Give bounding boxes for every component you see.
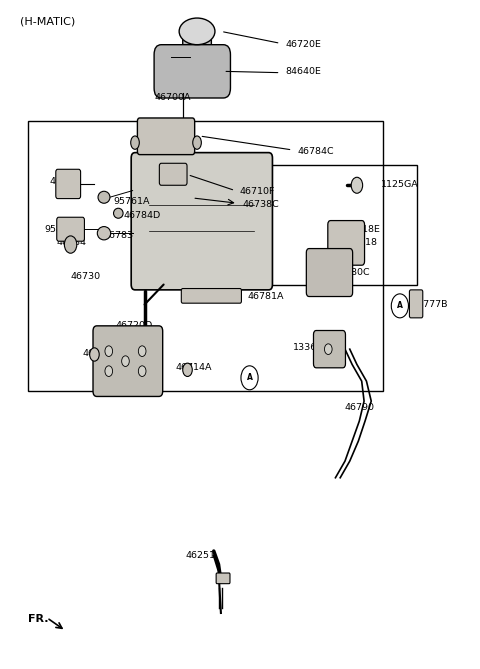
Text: 46714A: 46714A [176,363,212,373]
Text: 46783: 46783 [104,231,134,240]
Circle shape [121,356,129,367]
Circle shape [391,294,408,318]
Text: 46735: 46735 [49,177,79,186]
Text: 95840: 95840 [44,225,74,233]
Text: (H-MATIC): (H-MATIC) [21,17,76,27]
Text: 46720D: 46720D [116,321,153,330]
Text: 43777B: 43777B [412,300,448,309]
Text: 46710F: 46710F [240,187,276,196]
Text: 46251: 46251 [185,551,215,560]
Text: 46730: 46730 [71,272,101,281]
Text: 84640E: 84640E [285,67,321,76]
Ellipse shape [193,136,201,149]
FancyBboxPatch shape [154,45,230,98]
Text: 46738C: 46738C [242,200,279,209]
FancyBboxPatch shape [216,573,230,583]
Circle shape [105,366,113,377]
FancyBboxPatch shape [131,153,273,290]
FancyBboxPatch shape [183,26,211,50]
Text: 46718E: 46718E [345,225,381,234]
Text: 95761A: 95761A [114,197,150,206]
Text: 46718: 46718 [348,238,377,247]
Circle shape [105,346,113,357]
FancyBboxPatch shape [56,169,81,199]
Circle shape [64,236,77,254]
Text: 46790: 46790 [345,403,375,412]
FancyBboxPatch shape [409,290,423,318]
FancyBboxPatch shape [306,249,353,296]
Text: 46784D: 46784D [123,211,160,220]
Text: 46784: 46784 [56,238,86,247]
Text: 46700A: 46700A [154,94,191,102]
FancyBboxPatch shape [328,221,364,265]
Text: 46780C: 46780C [333,268,370,277]
FancyBboxPatch shape [159,163,187,185]
Text: A: A [247,373,252,382]
Bar [254,165,417,284]
Circle shape [241,366,258,390]
FancyBboxPatch shape [93,326,163,397]
Bar [28,121,383,391]
Circle shape [351,177,363,193]
Circle shape [183,363,192,377]
Ellipse shape [179,18,215,45]
Circle shape [90,348,99,361]
FancyBboxPatch shape [313,330,346,368]
Circle shape [138,346,146,357]
FancyBboxPatch shape [57,217,84,242]
Circle shape [138,366,146,377]
Text: A: A [397,301,403,310]
Text: 46781A: 46781A [247,292,284,301]
FancyBboxPatch shape [181,288,241,303]
Ellipse shape [98,191,110,203]
FancyBboxPatch shape [137,118,195,155]
Ellipse shape [97,227,111,240]
Text: 1125GA: 1125GA [381,180,419,189]
Ellipse shape [114,208,123,218]
Text: 46784C: 46784C [297,147,334,156]
Text: 46714A: 46714A [83,349,119,358]
Ellipse shape [131,136,139,149]
Text: 1336AC: 1336AC [292,343,330,353]
Text: 46720E: 46720E [285,40,321,50]
Circle shape [324,344,332,355]
Text: FR.: FR. [28,614,48,624]
